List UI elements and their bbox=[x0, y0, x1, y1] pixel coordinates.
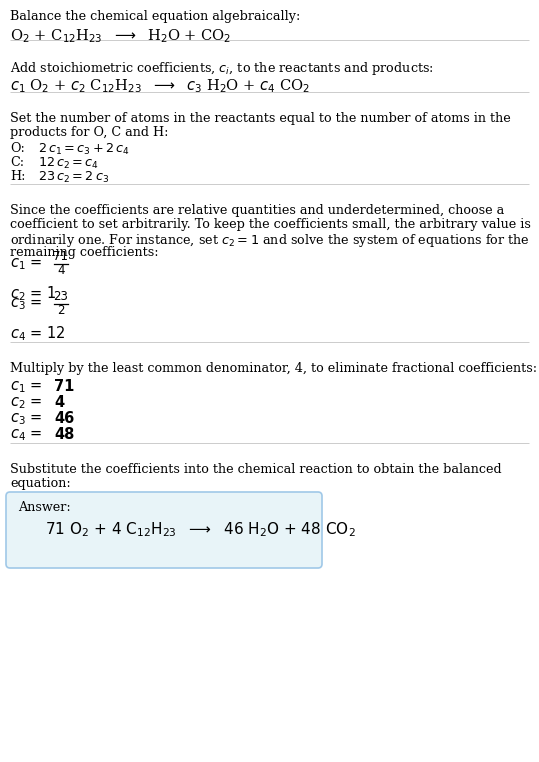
Text: 4: 4 bbox=[54, 395, 64, 410]
Text: 48: 48 bbox=[54, 427, 74, 442]
Text: Answer:: Answer: bbox=[18, 501, 71, 514]
Text: 23: 23 bbox=[53, 290, 68, 303]
Text: $2\,c_1 = c_3 + 2\,c_4$: $2\,c_1 = c_3 + 2\,c_4$ bbox=[38, 142, 130, 157]
Text: ordinarily one. For instance, set $c_2 = 1$ and solve the system of equations fo: ordinarily one. For instance, set $c_2 =… bbox=[10, 232, 530, 249]
Text: $c_3$ =: $c_3$ = bbox=[10, 411, 44, 427]
Text: $c_1$ =: $c_1$ = bbox=[10, 379, 44, 395]
Text: products for O, C and H:: products for O, C and H: bbox=[10, 126, 169, 139]
Text: equation:: equation: bbox=[10, 477, 71, 490]
Text: 71: 71 bbox=[53, 251, 68, 264]
Text: C:: C: bbox=[10, 156, 24, 169]
Text: $c_2$ =: $c_2$ = bbox=[10, 395, 44, 411]
Text: Substitute the coefficients into the chemical reaction to obtain the balanced: Substitute the coefficients into the che… bbox=[10, 463, 502, 476]
Text: $c_1$ =: $c_1$ = bbox=[10, 256, 44, 272]
Text: $c_1$ O$_2$ + $c_2$ C$_{12}$H$_{23}$  $\longrightarrow$  $c_3$ H$_2$O + $c_4$ CO: $c_1$ O$_2$ + $c_2$ C$_{12}$H$_{23}$ $\l… bbox=[10, 77, 310, 94]
Text: $c_3$ =: $c_3$ = bbox=[10, 296, 44, 312]
Text: 4: 4 bbox=[57, 264, 65, 277]
Text: Add stoichiometric coefficients, $c_i$, to the reactants and products:: Add stoichiometric coefficients, $c_i$, … bbox=[10, 60, 434, 77]
Text: 71 O$_2$ + 4 C$_{12}$H$_{23}$  $\longrightarrow$  46 H$_2$O + 48 CO$_2$: 71 O$_2$ + 4 C$_{12}$H$_{23}$ $\longrigh… bbox=[45, 520, 356, 539]
Text: $c_4$ = 12: $c_4$ = 12 bbox=[10, 324, 66, 343]
Text: 71: 71 bbox=[54, 379, 74, 394]
Text: 2: 2 bbox=[57, 305, 65, 318]
Text: O:: O: bbox=[10, 142, 25, 155]
Text: H:: H: bbox=[10, 170, 25, 183]
Text: 46: 46 bbox=[54, 411, 74, 426]
Text: Since the coefficients are relative quantities and underdetermined, choose a: Since the coefficients are relative quan… bbox=[10, 204, 505, 217]
Text: $c_4$ =: $c_4$ = bbox=[10, 427, 44, 443]
Text: Multiply by the least common denominator, 4, to eliminate fractional coefficient: Multiply by the least common denominator… bbox=[10, 362, 537, 375]
Text: Set the number of atoms in the reactants equal to the number of atoms in the: Set the number of atoms in the reactants… bbox=[10, 112, 511, 125]
Text: remaining coefficients:: remaining coefficients: bbox=[10, 246, 158, 259]
Text: coefficient to set arbitrarily. To keep the coefficients small, the arbitrary va: coefficient to set arbitrarily. To keep … bbox=[10, 218, 531, 231]
Text: $c_2$ = 1: $c_2$ = 1 bbox=[10, 284, 57, 303]
FancyBboxPatch shape bbox=[6, 492, 322, 568]
Text: O$_2$ + C$_{12}$H$_{23}$  $\longrightarrow$  H$_2$O + CO$_2$: O$_2$ + C$_{12}$H$_{23}$ $\longrightarro… bbox=[10, 27, 231, 45]
Text: $23\,c_2 = 2\,c_3$: $23\,c_2 = 2\,c_3$ bbox=[38, 170, 109, 185]
Text: Balance the chemical equation algebraically:: Balance the chemical equation algebraica… bbox=[10, 10, 300, 23]
Text: $12\,c_2 = c_4$: $12\,c_2 = c_4$ bbox=[38, 156, 99, 171]
